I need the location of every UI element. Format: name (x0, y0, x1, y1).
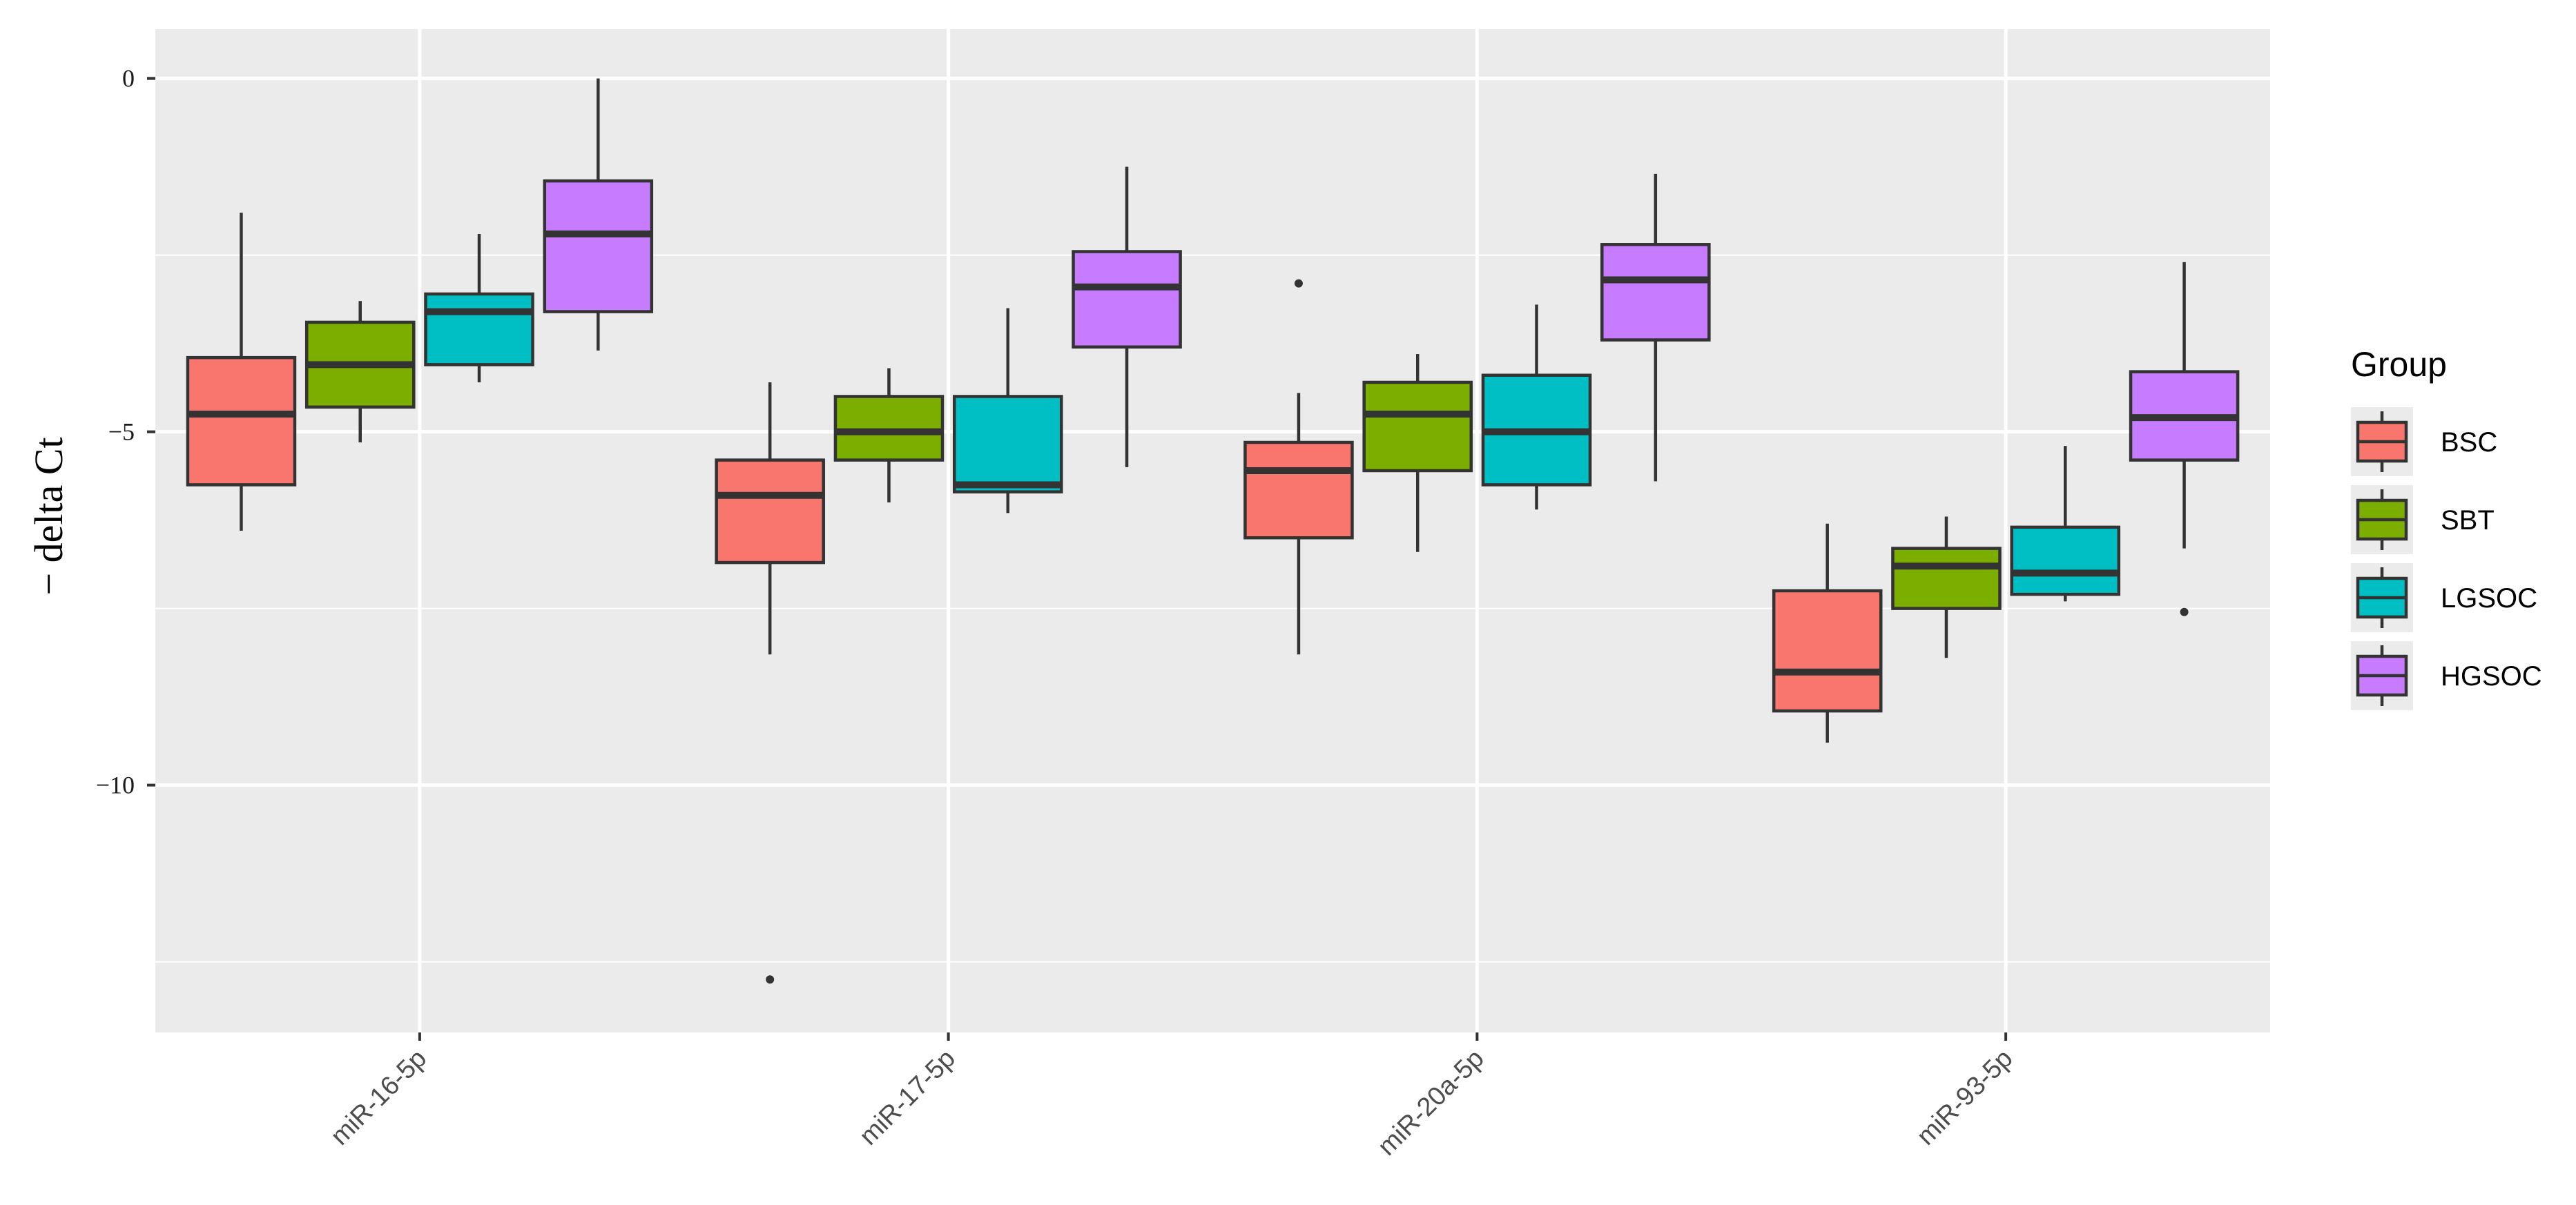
box-LGSOC-miR-17-5p (952, 308, 1063, 513)
box-BSC-miR-16-5p (186, 213, 297, 531)
outlier-point (2180, 607, 2189, 616)
box-iqr (1072, 250, 1182, 349)
box-iqr (1891, 547, 2002, 610)
box-LGSOC-miR-16-5p (424, 233, 534, 382)
grid-major (155, 29, 2270, 1032)
legend-label: HGSOC (2441, 661, 2542, 692)
boxes-layer (186, 78, 2240, 984)
box-SBT-miR-17-5p (833, 368, 945, 503)
box-iqr (1243, 440, 1354, 540)
box-LGSOC-miR-93-5p (2010, 446, 2121, 602)
legend-item-LGSOC: LGSOC (2351, 563, 2537, 632)
y-axis-title: − delta Ct (26, 437, 71, 595)
box-iqr (186, 355, 297, 487)
box-LGSOC-miR-20a-5p (1481, 304, 1592, 510)
box-iqr (2010, 525, 2121, 596)
box-HGSOC-miR-16-5p (543, 78, 654, 351)
box-iqr (715, 458, 825, 565)
box-iqr (424, 292, 534, 366)
box-HGSOC-miR-93-5p (2129, 262, 2240, 616)
box-iqr (543, 179, 654, 313)
box-iqr (952, 395, 1063, 493)
box-HGSOC-miR-20a-5p (1600, 173, 1711, 482)
legend-label: SBT (2441, 505, 2495, 536)
plot-panel (155, 29, 2270, 1032)
x-tick-label: miR-16-5p (325, 1044, 432, 1151)
box-BSC-miR-17-5p (715, 382, 825, 984)
x-tick-label: miR-93-5p (1911, 1044, 2018, 1151)
box-SBT-miR-93-5p (1891, 516, 2002, 658)
box-SBT-miR-20a-5p (1362, 354, 1473, 552)
legend: Group BSC SBT LGSOC HGSOC (2351, 345, 2542, 710)
box-iqr (1600, 243, 1711, 342)
outlier-point (1294, 279, 1303, 288)
box-iqr (833, 395, 945, 462)
box-iqr (1772, 589, 1883, 713)
y-tick-label: 0 (122, 65, 135, 92)
box-BSC-miR-20a-5p (1243, 279, 1354, 655)
legend-item-BSC: BSC (2351, 407, 2497, 476)
box-SBT-miR-16-5p (304, 301, 416, 443)
outlier-point (766, 975, 775, 984)
legend-title: Group (2351, 345, 2447, 384)
legend-label: LGSOC (2441, 583, 2537, 614)
legend-item-SBT: SBT (2351, 485, 2495, 554)
y-tick-label: −10 (96, 772, 135, 799)
box-BSC-miR-93-5p (1772, 523, 1883, 743)
box-iqr (1362, 380, 1473, 473)
x-tick-label: miR-17-5p (854, 1044, 961, 1151)
x-axis: miR-16-5p miR-17-5p miR-20a-5p miR-93-5p (325, 1032, 2018, 1162)
x-tick-label: miR-20a-5p (1373, 1044, 1490, 1162)
legend-item-HGSOC: HGSOC (2351, 641, 2542, 710)
box-HGSOC-miR-17-5p (1072, 166, 1182, 467)
y-tick-label: −5 (108, 418, 135, 446)
legend-label: BSC (2441, 427, 2497, 458)
y-axis: 0 −5 −10 (96, 65, 155, 799)
